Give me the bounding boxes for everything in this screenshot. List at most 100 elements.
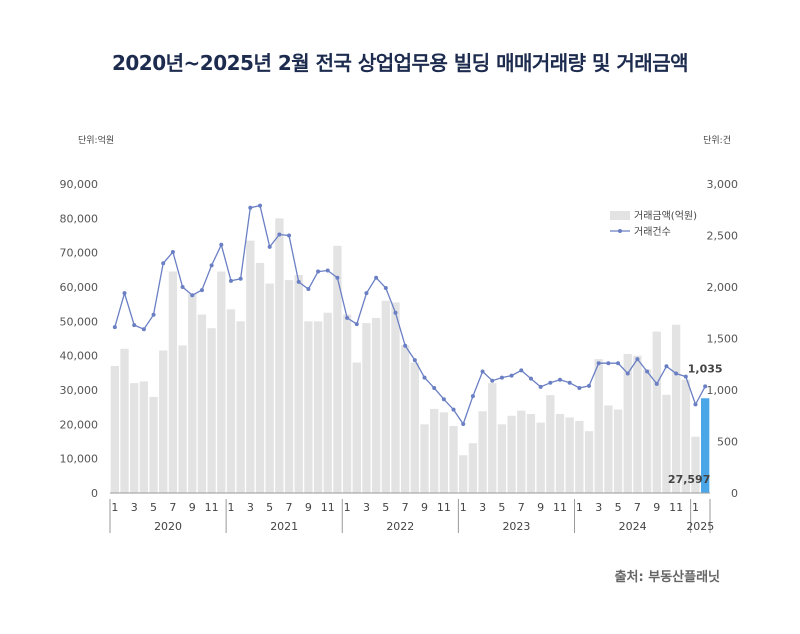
bar (633, 355, 642, 493)
line-point (258, 203, 262, 208)
bar (255, 262, 265, 493)
data-label-amount: 27,597 (668, 473, 710, 486)
bar (642, 369, 652, 493)
x-axis-tick: 7 (634, 501, 641, 514)
line-point (393, 310, 398, 315)
bar (178, 345, 187, 493)
line-point (490, 378, 495, 383)
line-point (287, 233, 292, 238)
bar (265, 283, 274, 493)
bar (507, 415, 516, 493)
bar (313, 321, 323, 493)
line-point (180, 285, 185, 289)
x-axis-tick: 1 (111, 501, 118, 514)
legend-marker-line (618, 229, 622, 233)
x-axis-tick: 11 (553, 501, 567, 514)
line-point (316, 269, 321, 274)
left-axis-unit: 단위:억원 (78, 134, 114, 146)
line-point (354, 322, 359, 327)
x-axis-tick: 11 (205, 501, 219, 514)
bar (555, 414, 565, 493)
bar (207, 328, 216, 493)
x-axis-tick: 3 (131, 501, 138, 514)
x-axis-tick: 7 (518, 501, 525, 514)
bar (546, 395, 555, 493)
bar (294, 274, 303, 493)
line-point (625, 371, 630, 376)
line-point (267, 244, 272, 249)
line-point (248, 205, 253, 210)
bar (352, 362, 361, 493)
line-point (238, 276, 243, 281)
line-point (654, 381, 659, 386)
x-axis-tick: 1 (576, 501, 583, 514)
bar (188, 293, 197, 493)
bar (342, 314, 352, 493)
bar (197, 314, 207, 493)
bar (517, 410, 526, 493)
line-point (664, 364, 669, 369)
line-point (645, 369, 650, 374)
left-axis-tick: 10,000 (60, 453, 99, 466)
line-point (461, 421, 466, 426)
data-label-count: 1,035 (688, 362, 723, 375)
line-point (480, 369, 485, 374)
line-point (470, 394, 475, 399)
line-point (122, 291, 127, 296)
bar (468, 443, 478, 493)
x-axis-tick: 1 (344, 501, 351, 514)
bar (449, 426, 458, 493)
line-point (364, 291, 369, 296)
line-point (374, 275, 379, 280)
line-point (683, 374, 688, 379)
left-axis-tick: 0 (91, 487, 98, 500)
x-axis-tick: 1 (227, 501, 234, 514)
line-point (606, 361, 611, 366)
right-axis-tick: 3,000 (707, 178, 739, 191)
bar (246, 240, 255, 493)
line-point (228, 278, 233, 283)
right-axis-tick: 2,000 (707, 281, 739, 294)
x-axis-tick: 9 (305, 501, 312, 514)
bar (236, 321, 245, 493)
bar (681, 379, 690, 493)
line-point (441, 397, 446, 402)
year-label: 2025 (686, 520, 714, 533)
bar (120, 348, 129, 493)
bar (139, 381, 149, 493)
bar (662, 394, 671, 493)
line-point (499, 375, 504, 380)
right-axis-tick: 500 (717, 436, 738, 449)
right-axis-tick: 0 (731, 487, 738, 500)
x-axis-tick: 9 (189, 501, 196, 514)
bar (430, 408, 439, 493)
bar (168, 271, 178, 493)
line-point (412, 358, 417, 363)
x-axis-tick: 5 (382, 501, 389, 514)
x-axis-tick: 1 (692, 501, 699, 514)
x-axis-tick: 3 (247, 501, 254, 514)
bar (671, 324, 681, 493)
line-point (703, 384, 708, 389)
line-point (635, 357, 640, 362)
bar (420, 424, 429, 493)
x-axis-tick: 5 (498, 501, 505, 514)
bar (536, 422, 545, 493)
line-point (674, 371, 679, 376)
bar (478, 411, 487, 493)
line-point (345, 315, 350, 320)
bar (488, 383, 497, 493)
right-axis-tick: 2,500 (707, 230, 739, 243)
bar (439, 412, 449, 493)
x-axis-tick: 5 (150, 501, 157, 514)
bar (159, 350, 168, 493)
right-axis-tick: 1,000 (707, 384, 739, 397)
x-axis-tick: 9 (653, 501, 660, 514)
line-point (403, 343, 408, 348)
left-axis-tick: 20,000 (60, 418, 99, 431)
line-point (693, 402, 698, 407)
right-axis-unit: 단위:건 (703, 135, 731, 146)
right-axis-tick: 1,500 (707, 333, 739, 346)
x-axis-tick: 5 (615, 501, 622, 514)
